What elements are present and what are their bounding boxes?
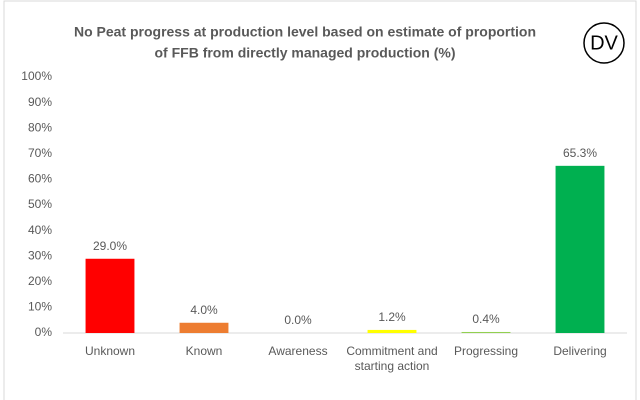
bar <box>85 258 135 333</box>
chart-frame <box>3 0 637 400</box>
value-label: 65.3% <box>563 146 597 160</box>
x-tick-label: Unknown <box>84 344 136 358</box>
bar <box>367 329 417 333</box>
value-label: 0.4% <box>472 312 500 326</box>
bar <box>555 165 605 333</box>
y-tick-label: 30% <box>28 248 52 262</box>
bar <box>461 331 511 333</box>
y-tick-label: 80% <box>28 120 52 134</box>
bar <box>179 322 229 333</box>
logo-circle <box>583 22 625 64</box>
y-tick-label: 0% <box>35 325 53 339</box>
value-label: 29.0% <box>93 239 127 253</box>
x-tick-label: Known <box>185 344 223 358</box>
value-label: 4.0% <box>190 303 218 317</box>
value-label: 1.2% <box>378 310 406 324</box>
y-tick-label: 70% <box>28 146 52 160</box>
y-tick-label: 60% <box>28 172 52 186</box>
y-tick-label: 50% <box>28 197 52 211</box>
x-tick-label: Progressing <box>453 344 519 358</box>
x-tick-label: Delivering <box>553 344 607 358</box>
logo-text: DV <box>590 32 618 54</box>
y-tick-label: 40% <box>28 223 52 237</box>
x-tick-label: Awareness <box>268 344 328 358</box>
y-tick-label: 90% <box>28 95 52 109</box>
value-label: 0.0% <box>284 313 312 327</box>
y-tick-label: 100% <box>21 69 52 83</box>
chart-title: No Peat progress at production level bas… <box>74 24 536 40</box>
y-tick-label: 10% <box>28 300 52 314</box>
chart-title: of FFB from directly managed production … <box>154 45 455 61</box>
y-tick-label: 20% <box>28 274 52 288</box>
x-tick-label: Commitment and starting action <box>346 344 438 373</box>
